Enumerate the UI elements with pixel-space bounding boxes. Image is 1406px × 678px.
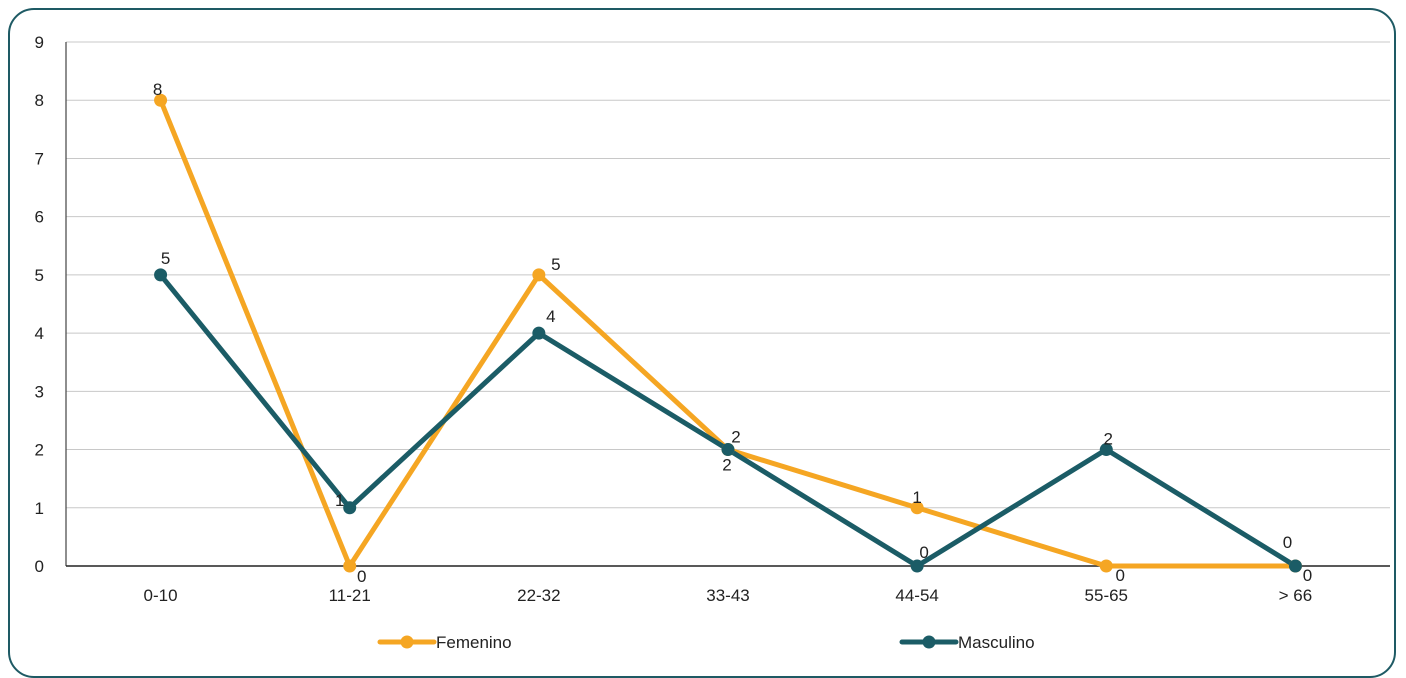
data-point <box>532 268 546 282</box>
y-tick-label: 8 <box>35 91 44 110</box>
legend-marker-femenino <box>400 635 414 649</box>
data-label: 8 <box>153 80 162 99</box>
data-point <box>343 559 357 573</box>
data-point <box>910 559 924 573</box>
data-label: 0 <box>1283 533 1292 552</box>
data-label: 2 <box>731 428 740 447</box>
x-tick-label: 55-65 <box>1085 586 1128 605</box>
legend-label: Masculino <box>958 633 1035 652</box>
data-label: 1 <box>335 491 344 510</box>
y-tick-label: 1 <box>35 499 44 518</box>
data-point <box>1099 559 1113 573</box>
y-tick-label: 5 <box>35 266 44 285</box>
data-label: 0 <box>1116 566 1125 585</box>
y-axis-ticks: 0 1 2 3 4 5 6 7 8 9 <box>35 33 44 576</box>
data-label: 5 <box>161 249 170 268</box>
data-label: 0 <box>919 543 928 562</box>
gridlines <box>66 41 1390 509</box>
y-tick-label: 0 <box>35 557 44 576</box>
y-tick-label: 3 <box>35 382 44 401</box>
y-tick-label: 6 <box>35 208 44 227</box>
data-point <box>154 93 168 107</box>
data-point <box>910 501 924 515</box>
data-label: 0 <box>357 567 366 586</box>
series-points <box>154 93 1302 573</box>
data-label: 0 <box>1303 566 1312 585</box>
x-tick-label: 11-21 <box>329 586 371 605</box>
axes <box>65 42 1390 567</box>
x-tick-label: 0-10 <box>144 586 178 605</box>
x-axis-ticks: 0-10 11-21 22-32 33-43 44-54 55-65 > 66 <box>144 586 1313 605</box>
data-point <box>1099 443 1113 457</box>
data-label: 2 <box>722 456 731 475</box>
y-tick-label: 2 <box>35 441 44 460</box>
y-tick-label: 9 <box>35 33 44 52</box>
y-tick-label: 4 <box>35 324 44 343</box>
data-label: 1 <box>912 488 921 507</box>
legend-label: Femenino <box>436 633 512 652</box>
x-tick-label: 44-54 <box>895 586 938 605</box>
data-point <box>154 268 168 282</box>
x-tick-label: > 66 <box>1279 586 1313 605</box>
data-label: 4 <box>546 307 555 326</box>
legend-marker-masculino <box>922 635 936 649</box>
y-tick-label: 7 <box>35 149 44 168</box>
legend: Femenino Masculino <box>377 633 1035 652</box>
data-point <box>532 326 546 340</box>
data-point <box>343 501 357 515</box>
data-point <box>1288 559 1302 573</box>
data-label: 2 <box>1104 430 1113 449</box>
x-tick-label: 22-32 <box>517 586 560 605</box>
x-tick-label: 33-43 <box>706 586 749 605</box>
data-point <box>721 443 735 457</box>
data-label: 5 <box>551 255 560 274</box>
